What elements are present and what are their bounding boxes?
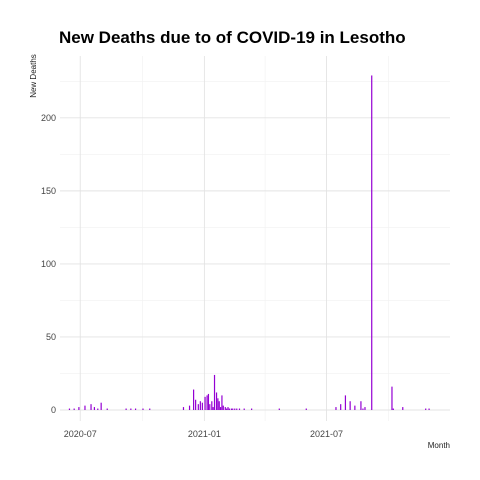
bar <box>213 407 214 410</box>
bar <box>345 395 346 410</box>
bar <box>101 403 102 410</box>
bar <box>393 409 394 410</box>
chart-title: New Deaths due to of COVID-19 in Lesotho <box>59 28 406 47</box>
bar <box>206 395 207 410</box>
bar <box>340 404 341 410</box>
grid <box>60 56 450 421</box>
y-tick-label: 100 <box>41 259 56 269</box>
bar <box>130 409 131 410</box>
x-axis-title: Month <box>428 441 450 450</box>
bar <box>251 409 252 410</box>
bar <box>223 406 224 410</box>
bar <box>142 409 143 410</box>
bars <box>69 75 430 410</box>
bar <box>209 404 210 410</box>
bar <box>335 407 336 410</box>
bar <box>350 401 351 410</box>
bar <box>183 407 184 410</box>
y-tick-label: 150 <box>41 186 56 196</box>
bar <box>97 409 98 410</box>
bar <box>193 390 194 410</box>
bar <box>107 409 108 410</box>
bar <box>234 409 235 410</box>
bar <box>306 409 307 410</box>
bar <box>126 409 127 410</box>
bar <box>402 407 403 410</box>
bar <box>217 398 218 410</box>
bar <box>189 406 190 410</box>
bar <box>360 401 361 410</box>
bar <box>198 404 199 410</box>
bar <box>69 409 70 410</box>
y-tick-label: 0 <box>51 405 56 415</box>
bar <box>232 409 233 410</box>
bar <box>149 409 150 410</box>
bar <box>208 394 209 410</box>
bar <box>211 401 212 410</box>
bar <box>135 409 136 410</box>
bar <box>226 409 227 410</box>
bar <box>225 407 226 410</box>
y-tick-label: 50 <box>46 332 56 342</box>
bar <box>391 387 392 410</box>
bar <box>202 403 203 410</box>
bar <box>90 404 91 410</box>
x-tick-label: 2021-01 <box>188 429 221 439</box>
bar <box>239 409 240 410</box>
bar <box>78 407 79 410</box>
bar <box>204 397 205 410</box>
bar <box>236 409 237 410</box>
bar <box>425 409 426 410</box>
bar <box>200 401 201 410</box>
bar <box>428 409 429 410</box>
bar <box>362 409 363 410</box>
x-tick-label: 2021-07 <box>310 429 343 439</box>
bar <box>229 409 230 410</box>
bar <box>364 407 365 410</box>
y-axis-title: New Deaths <box>29 54 38 98</box>
bar <box>219 401 220 410</box>
bar <box>94 407 95 410</box>
bar <box>214 375 215 410</box>
x-tick-labels: 2020-07 2021-01 2021-07 <box>64 429 343 439</box>
y-tick-labels: 0 50 100 150 200 <box>41 113 56 415</box>
bar <box>279 409 280 410</box>
bar <box>74 409 75 410</box>
bar <box>216 392 217 410</box>
bar <box>371 75 372 410</box>
bar <box>84 406 85 410</box>
x-tick-label: 2020-07 <box>64 429 97 439</box>
bar <box>354 406 355 410</box>
bar <box>220 407 221 410</box>
bar <box>221 395 222 410</box>
y-tick-label: 200 <box>41 113 56 123</box>
bar <box>231 409 232 410</box>
bar <box>244 409 245 410</box>
bar <box>227 407 228 410</box>
bar <box>195 400 196 410</box>
